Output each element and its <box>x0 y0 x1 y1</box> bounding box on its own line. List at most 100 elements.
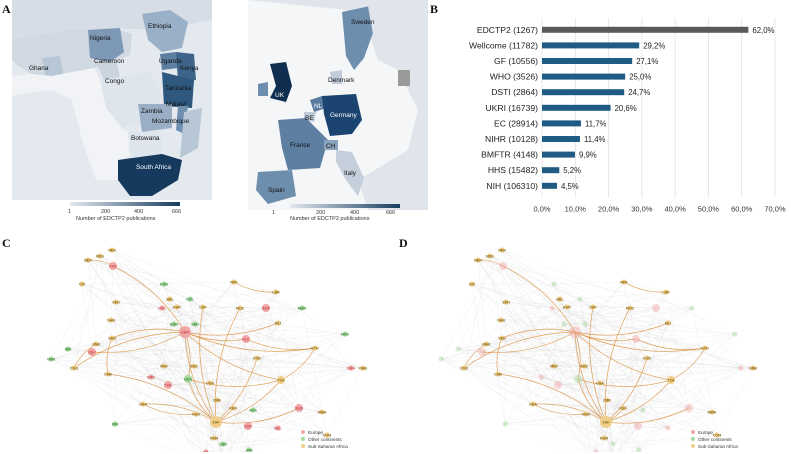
network-edge-faint <box>99 255 215 439</box>
network-edge-faint <box>489 255 503 339</box>
network-node-label: COG <box>460 367 468 371</box>
network-node <box>604 397 610 403</box>
legend-swatch <box>301 437 305 441</box>
network-edge-faint <box>195 306 204 415</box>
network-edge-faint <box>481 351 669 429</box>
x-tick-label: 40,0% <box>665 205 687 214</box>
bar <box>542 73 626 80</box>
network-edge-faint <box>501 337 559 386</box>
network-node-label: ESP <box>244 425 252 429</box>
network-node <box>502 421 508 427</box>
network-node-label: RPA <box>620 281 628 285</box>
network-node <box>193 411 199 417</box>
bar <box>542 89 625 96</box>
network-node-label: GAB <box>107 319 115 323</box>
network-node <box>211 435 217 441</box>
network-node-label: CAF <box>589 306 597 310</box>
network-edge-faint <box>239 307 247 340</box>
network-edge-faint <box>142 403 191 452</box>
network-node <box>590 304 596 310</box>
network-node <box>620 405 626 411</box>
network-node <box>634 422 642 430</box>
network-edge-faint <box>216 399 223 452</box>
network-node <box>574 375 582 383</box>
network-edge-faint <box>489 255 669 324</box>
network-edge <box>502 265 576 333</box>
network-edge-faint <box>599 382 639 427</box>
network-edge-faint <box>485 343 601 384</box>
network-node <box>636 447 642 452</box>
network-node <box>685 404 693 412</box>
network-edge-faint <box>215 357 258 423</box>
network-edge <box>73 331 186 369</box>
network-edge-faint <box>230 307 267 452</box>
network-edge-faint <box>169 298 204 308</box>
network-edge-faint <box>111 337 247 340</box>
background-edges <box>50 249 364 452</box>
network-node <box>499 262 507 270</box>
network-edge-faint <box>579 291 667 300</box>
network-edge-faint <box>633 407 690 452</box>
network-edge-faint <box>638 427 669 451</box>
spain-region <box>256 170 296 204</box>
network-edge-faint <box>194 323 316 349</box>
network-edge-faint <box>566 306 586 325</box>
network-edge <box>589 306 607 423</box>
network-edge-faint <box>504 423 567 452</box>
network-node <box>250 407 256 413</box>
network-edge-faint <box>87 259 303 309</box>
network-node <box>244 422 252 430</box>
network-edge-faint <box>193 365 279 429</box>
baltic-grey-region <box>398 70 410 86</box>
network-edge-faint <box>532 323 565 405</box>
network-edge-faint <box>87 259 171 300</box>
mozambique-region <box>180 108 202 158</box>
x-tick-label: 10,0% <box>565 205 587 214</box>
network-edge-faint <box>142 403 300 409</box>
network-node-label: MOZ <box>236 307 245 311</box>
network-edge-faint <box>111 249 300 409</box>
tanzania-region <box>162 72 194 108</box>
network-edge-faint <box>489 255 713 413</box>
coastline-ocean <box>12 68 130 180</box>
network-edge-faint <box>50 249 113 360</box>
network-edge-faint <box>557 306 594 386</box>
network-edge-faint <box>50 358 323 413</box>
network-node <box>148 374 154 380</box>
network-node <box>295 404 303 412</box>
network-edge-faint <box>485 343 555 367</box>
network-node-label: ZAF <box>213 421 221 425</box>
network-node <box>179 326 191 338</box>
network-edge-faint <box>50 358 75 369</box>
network-edge-faint <box>557 322 669 386</box>
network-edge-faint <box>477 259 693 309</box>
network-node <box>549 305 555 311</box>
network-edge-faint <box>592 306 693 309</box>
network-edge-faint <box>667 307 693 324</box>
network-edge-faint <box>457 348 639 427</box>
network-edge-faint <box>107 373 152 378</box>
network-node-label: GHA <box>529 403 537 407</box>
network-edge <box>245 338 316 350</box>
network-edge-faint <box>209 367 364 384</box>
network-edge-faint <box>623 409 644 452</box>
bar <box>542 26 749 33</box>
network-edge-faint <box>500 319 585 367</box>
network-node-label: VNM <box>47 358 55 362</box>
network-node <box>113 299 119 305</box>
network-edge-faint <box>111 337 169 386</box>
network-edge-faint <box>577 378 605 439</box>
network-edge-faint <box>114 301 117 425</box>
network-edge-faint <box>716 367 754 436</box>
africa-map: Ghana Nigeria Cameroon Ethiopia Congo Ug… <box>12 0 212 222</box>
network-edge-faint <box>440 358 465 369</box>
network-edge-faint <box>107 365 195 375</box>
network-edge-faint <box>457 348 585 367</box>
network-edge-faint <box>222 322 279 445</box>
network-edge-faint <box>112 265 217 423</box>
network-edge <box>574 331 637 342</box>
network-edge <box>605 379 672 423</box>
network-edge-faint <box>176 306 364 369</box>
network-node <box>498 317 504 323</box>
network-edge-faint <box>245 338 323 413</box>
